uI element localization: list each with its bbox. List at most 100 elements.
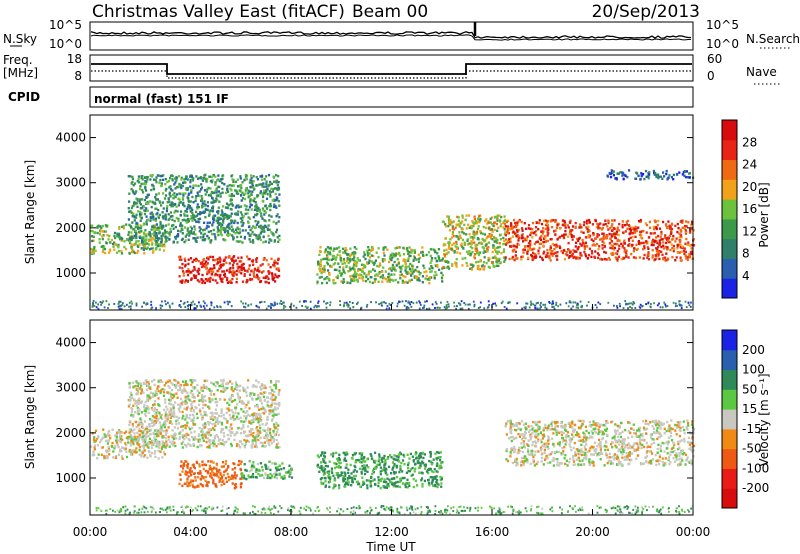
colorbar-segment [722,488,737,509]
x-tick-label: 00:00 [676,525,711,539]
x-tick-label: 16:00 [475,525,510,539]
colorbar-segment [722,199,737,220]
power-feature-4 [441,214,507,271]
colorbar-segment [722,159,737,180]
y-tick-label: 2000 [55,221,86,235]
cpid-label: CPID [8,90,40,104]
colorbar-segment [722,179,737,200]
power-feature-3 [316,245,444,285]
velocity-colorbar [721,329,738,509]
colorbar-tick-label: 8 [742,247,750,261]
colorbar-segment [722,278,737,299]
y-tick-label: 3000 [55,176,86,190]
nsky-tick-bottom: 10^0 [49,37,82,51]
velocity-plot-frame [89,319,694,516]
colorbar-tick-label: 20 [742,180,757,194]
velocity-colorbar-label: Velocity [m s⁻¹] [757,373,771,466]
colorbar-segment [722,258,737,279]
x-tick-label: 00:00 [73,525,108,539]
y-tick-label: 1000 [55,266,86,280]
nsearch-label: N.Search [746,32,800,46]
nave-label: Nave [746,65,777,79]
x-tick-label: 04:00 [173,525,208,539]
power-colorbar-ticks: 4 8 12 16 20 24 28 [742,135,757,283]
velocity-feature-1 [127,378,281,449]
colorbar-segment [722,120,737,141]
nave-tick-top: 60 [707,52,722,66]
power-feature-6 [606,169,695,181]
freq-tick-bottom: 8 [74,69,82,83]
velocity-feature-5 [504,419,696,467]
power-heatmap [90,169,696,310]
cpid-panel [89,86,694,108]
nsky-label: N.Sky [3,32,37,46]
colorbar-segment [722,218,737,240]
date-label: 20/Sep/2013 [592,2,700,22]
cpid-text: normal (fast) 151 IF [94,92,229,106]
power-colorbar-label: Power [dB] [757,182,771,247]
colorbar-tick-label: -100 [742,461,769,475]
velocity-ground-scatter [95,505,694,515]
power-feature-2 [178,255,281,285]
velocity-heatmap [90,378,696,515]
x-tick-label: 08:00 [274,525,309,539]
colorbar-segment [722,369,737,390]
colorbar-segment [722,468,737,489]
velocity-y-axis: 1000 2000 3000 4000 [55,336,693,485]
velocity-feature-2 [178,460,243,490]
colorbar-segment [722,139,737,161]
nsearch-tick-top: 10^5 [706,18,739,32]
colorbar-tick-label: 12 [742,224,757,238]
colorbar-tick-label: -200 [742,481,769,495]
nsky-trace [90,31,691,39]
x-tick-label: 20:00 [575,525,610,539]
colorbar-tick-label: 24 [742,158,757,172]
velocity-ylabel: Slant Range [km] [23,365,37,469]
y-tick-label: 2000 [55,426,86,440]
freq-trace [91,63,692,75]
colorbar-segment [722,349,737,371]
nave-tick-bottom: 0 [707,69,715,83]
velocity-feature-4 [316,451,444,490]
power-ylabel: Slant Range [km] [23,160,37,264]
power-feature-1 [127,173,281,244]
colorbar-tick-label: 100 [742,363,765,377]
freq-label: Freq. [3,53,33,67]
nave-trace [91,70,692,79]
nsky-tick-top: 10^5 [49,18,82,32]
nsky-panel [89,21,694,51]
colorbar-tick-label: 200 [742,343,765,357]
freq-panel [89,54,694,82]
colorbar-tick-label: -50 [742,442,762,456]
colorbar-segment [722,428,737,450]
y-tick-label: 4000 [55,131,86,145]
nsearch-tick-bottom: 10^0 [706,37,739,51]
power-colorbar [721,119,738,299]
velocity-feature-0 [90,428,168,460]
y-tick-label: 3000 [55,381,86,395]
velocity-colorbar-ticks: -200 -100 -50 -15 15 50 100 200 [742,343,769,495]
time-axis: 00:00 04:00 08:00 12:00 16:00 20:00 00:00 [73,304,711,539]
power-feature-5 [504,218,696,262]
colorbar-tick-label: 50 [742,382,757,396]
power-ground-scatter [91,300,692,310]
colorbar-tick-label: 28 [742,135,757,149]
y-tick-label: 1000 [55,471,86,485]
beam-label: Beam 00 [352,2,428,22]
y-tick-label: 4000 [55,336,86,350]
freq-unit-label: [MHz] [3,66,38,80]
colorbar-frame [721,329,738,509]
colorbar-segment [722,330,737,351]
colorbar-tick-label: 15 [742,402,757,416]
colorbar-segment [722,448,737,469]
colorbar-segment [722,409,737,430]
velocity-feature-3 [240,460,294,481]
colorbar-tick-label: 16 [742,202,757,216]
station-title: Christmas Valley East (fitACF) [92,2,345,22]
colorbar-segment [722,389,737,410]
colorbar-tick-label: 4 [742,269,750,283]
colorbar-segment [722,238,737,259]
time-axis-label: Time UT [365,540,416,554]
power-y-axis: 1000 2000 3000 4000 [55,131,693,280]
